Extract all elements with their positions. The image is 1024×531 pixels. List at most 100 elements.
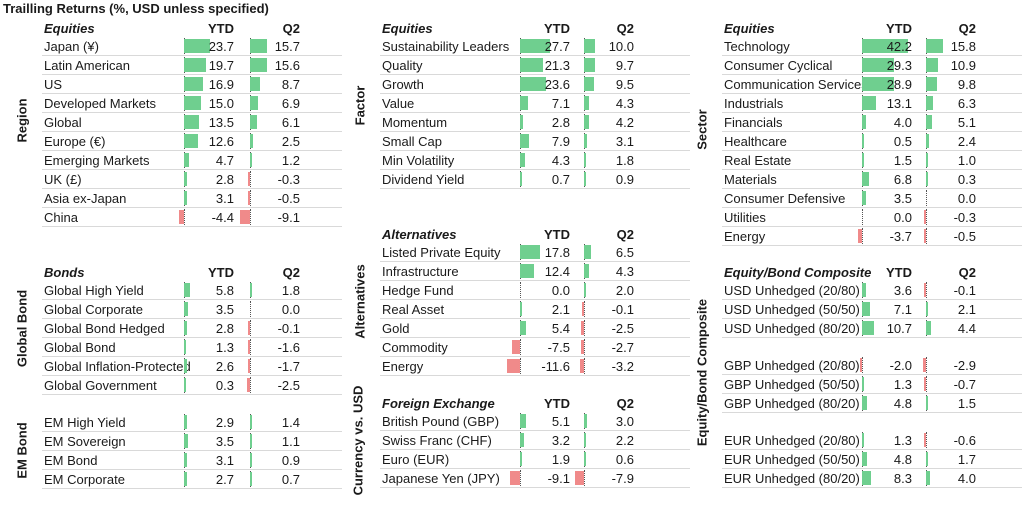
table-em-bond: EM High Yield 2.9 1.4 EM Sovereign 3.5 1.1 EM … [42,413,342,506]
table-title: Equity/Bond Composite [724,265,872,280]
table-global-bond: Bonds YTD Q2 Global High Yield 5.8 1.8 Global … [42,264,342,395]
value-ytd: 1.3 [893,377,912,393]
value-ytd: 10.7 [886,321,912,336]
bar-q2 [584,414,588,428]
row-label: EUR Unhedged (50/50) [724,452,860,468]
bar-q2 [248,340,250,354]
bar-q2 [924,229,926,243]
bar-ytd [520,39,551,53]
table-row: Global Corporate 3.5 0.0 [42,300,342,319]
bar-ytd [184,302,188,316]
zero-line [584,470,585,486]
zero-line [926,432,927,449]
bar-ytd [184,434,188,448]
bar-q2 [247,378,250,392]
row-label: Sustainability Leaders [382,39,510,54]
bar-q2 [581,340,584,354]
bar-q2 [924,210,926,224]
bar-q2 [926,302,929,316]
value-ytd: 23.7 [208,39,234,54]
row-label: Materials [724,172,777,187]
zero-line [250,377,251,393]
zero-line [584,339,585,355]
bar-q2 [250,77,260,91]
zero-line [926,376,927,393]
table-header: Equities YTD Q2 [42,20,342,37]
table-row: Commodity -7.5 -2.7 [380,338,690,357]
value-q2: 15.8 [950,39,976,54]
table-row: Utilities 0.0 -0.3 [722,208,1022,227]
row-label: Min Volatility [382,153,455,168]
bar-ytd [862,283,866,297]
table-row: UK (£) 2.8 -0.3 [42,170,342,189]
value-q2: -0.1 [277,321,300,336]
zero-line [184,209,185,225]
table-row: Swiss Franc (CHF) 3.2 2.2 [380,431,690,450]
table-title: Equities [44,21,95,36]
zero-line [926,282,927,298]
table-row: EUR Unhedged (80/20) 8.3 4.0 [722,469,1022,489]
zero-line [250,301,251,317]
value-q2: 0.9 [615,172,634,187]
bar-ytd [520,245,540,259]
value-q2: 15.7 [274,39,300,54]
row-label: Momentum [382,115,448,130]
row-label: Swiss Franc (CHF) [382,433,492,448]
bar-ytd [184,191,188,205]
table-row: Europe (€) 12.6 2.5 [42,132,342,151]
bar-ytd [857,229,862,243]
bar-ytd [862,134,864,148]
row-label: Communication Services [724,77,868,92]
value-ytd: 3.5 [215,302,234,317]
value-ytd: 23.6 [544,77,570,92]
row-label: Utilities [724,210,766,225]
value-ytd: 3.1 [215,191,234,206]
group-label: Currency vs. USD [350,385,366,496]
table-row: Gold 5.4 -2.5 [380,319,690,338]
bar-ytd [184,321,188,335]
value-q2: -2.9 [953,358,976,374]
zero-line [520,470,521,486]
value-q2: -0.7 [953,377,976,393]
row-label: Commodity [382,340,448,355]
value-q2: -1.6 [277,340,300,355]
bar-q2 [924,377,926,392]
table-title: Bonds [44,265,85,280]
table-title: Alternatives [382,227,457,242]
bar-q2 [250,96,258,110]
row-label: Energy [382,359,424,374]
table-row: EM High Yield 2.9 1.4 [42,413,342,432]
bar-ytd [862,433,864,448]
bar-q2 [584,153,586,167]
table-row: Quality 21.3 9.7 [380,56,690,75]
bar-ytd [520,321,526,335]
row-label: China [44,210,78,225]
table-header: Equities YTD Q2 [722,20,1022,37]
row-label: Global Inflation-Protected [44,359,191,374]
value-q2: 4.3 [615,96,634,111]
table-region: Equities YTD Q2 Japan (¥) 23.7 15.7 Latin Amer… [42,20,342,227]
bar-q2 [922,358,926,373]
table-alternatives: Alternatives YTD Q2 Listed Private Equity 17… [380,226,690,376]
bar-ytd [862,39,909,53]
value-ytd: 16.9 [208,77,234,92]
value-q2: -3.2 [611,359,634,374]
row-label: GBP Unhedged (50/50) [724,377,860,393]
bar-ytd [184,415,188,429]
table-row: EUR Unhedged (50/50) 4.8 1.7 [722,450,1022,470]
bar-ytd [184,378,186,392]
zero-line [926,190,927,206]
table-row: GBP Unhedged (20/80) -2.0 -2.9 [722,356,1022,376]
bar-ytd [179,210,184,224]
bar-q2 [248,191,250,205]
zero-line [926,209,927,225]
bar-ytd [862,377,864,392]
zero-line [926,357,927,374]
bar-ytd [184,340,186,354]
zero-line [584,301,585,317]
bar-q2 [239,210,250,224]
value-q2: 9.7 [615,58,634,73]
table-row: Global Bond Hedged 2.8 -0.1 [42,319,342,338]
bar-ytd [862,302,870,316]
bar-q2 [582,302,584,316]
